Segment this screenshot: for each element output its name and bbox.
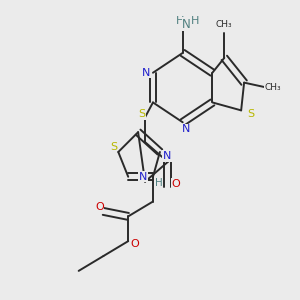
Text: S: S [139,109,145,119]
Text: CH₃: CH₃ [216,20,232,29]
Text: N: N [139,172,147,182]
Text: N: N [182,18,191,31]
Text: O: O [95,202,104,212]
Text: N: N [163,151,171,161]
Text: N: N [142,68,150,78]
Text: O: O [131,239,140,249]
Text: S: S [248,109,255,119]
Text: N: N [182,124,190,134]
Text: S: S [110,142,117,152]
Text: O: O [171,179,180,189]
Text: H: H [155,178,163,188]
Text: CH₃: CH₃ [265,83,281,92]
Text: H: H [190,16,199,26]
Text: H: H [176,16,184,26]
